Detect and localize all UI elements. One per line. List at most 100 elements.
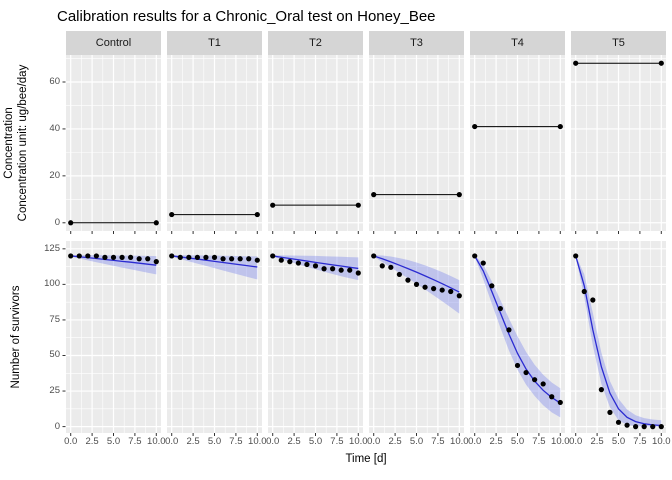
observed-point <box>573 253 579 259</box>
observed-point <box>405 277 411 283</box>
observed-point <box>396 271 402 278</box>
x-tick-label: 2.5 <box>186 436 200 447</box>
observed-point <box>472 253 478 259</box>
x-tick-label: 10.0 <box>147 436 166 447</box>
observed-point <box>128 254 134 260</box>
observed-point <box>347 267 353 273</box>
observed-point <box>338 267 344 273</box>
observed-point <box>186 254 192 260</box>
confidence-ribbon <box>171 255 258 280</box>
y-axis-title-concentration-unit: Concentration unit: ug/bee/day <box>17 64 29 222</box>
x-tick-label: 10.0 <box>248 436 267 447</box>
observed-point <box>624 422 630 428</box>
facet-strip-t3: T3 <box>369 31 464 55</box>
observed-point <box>489 283 495 289</box>
facet-strip-t1: T1 <box>167 31 262 55</box>
observed-point <box>523 369 529 376</box>
observed-point <box>246 256 252 262</box>
observed-point <box>270 253 276 259</box>
concentration-point <box>557 123 563 130</box>
x-tick-label: 0.0 <box>569 436 583 447</box>
observed-point <box>514 362 521 369</box>
y-tick-label-bottom: 50 <box>49 349 60 361</box>
x-tick-label: 7.5 <box>532 436 546 447</box>
observed-point <box>177 254 183 260</box>
x-tick-label: 7.5 <box>431 436 445 447</box>
x-tick-label: 0.0 <box>367 436 381 447</box>
observed-point <box>102 254 108 260</box>
facet-strip-control: Control <box>66 31 161 55</box>
observed-point <box>312 263 319 269</box>
plot-title: Calibration results for a Chronic_Oral t… <box>57 8 436 25</box>
concentration-point <box>169 211 175 218</box>
observed-point <box>448 288 454 295</box>
observed-point <box>633 424 639 430</box>
fit-line <box>171 255 258 268</box>
observed-point <box>650 424 656 430</box>
x-tick-label: 5.0 <box>308 436 323 447</box>
x-tick-label: 10.0 <box>349 436 368 447</box>
concentration-point <box>68 220 74 226</box>
observed-point <box>658 424 664 430</box>
y-tick-label-top: 0 <box>54 216 60 228</box>
x-tick-label: 5.0 <box>611 436 626 447</box>
observed-point <box>110 254 117 260</box>
x-tick-label: 5.0 <box>409 436 424 447</box>
x-tick-label: 2.5 <box>489 436 503 447</box>
fit-line <box>474 255 561 404</box>
facet-strip-t2: T2 <box>268 31 363 55</box>
observed-point <box>431 286 437 292</box>
observed-point <box>287 259 293 265</box>
observed-point <box>641 424 647 430</box>
concentration-point <box>573 60 579 66</box>
observed-point <box>581 288 587 295</box>
confidence-ribbon <box>70 255 157 275</box>
y-tick-label-bottom: 0 <box>54 420 60 432</box>
observed-point <box>532 377 538 383</box>
facet-strip-t5: T5 <box>571 31 666 55</box>
x-tick-label: 2.5 <box>287 436 301 447</box>
y-tick-label-bottom: 125 <box>44 242 60 254</box>
observed-point <box>194 254 200 260</box>
observed-point <box>145 256 151 262</box>
observed-point <box>68 253 74 259</box>
concentration-point <box>270 202 276 208</box>
observed-point <box>169 253 175 259</box>
x-tick-label: 7.5 <box>229 436 243 447</box>
y-tick-label-bottom: 25 <box>49 385 60 397</box>
x-tick-label: 7.5 <box>633 436 647 447</box>
observed-point <box>506 327 512 333</box>
observed-point <box>355 270 361 276</box>
observed-point <box>598 387 604 393</box>
observed-point <box>211 254 218 260</box>
observed-point <box>220 256 226 262</box>
x-tick-label: 2.5 <box>590 436 604 447</box>
observed-point <box>456 293 462 299</box>
x-tick-label: 10.0 <box>450 436 469 447</box>
concentration-point <box>371 192 377 198</box>
observed-point <box>136 256 142 262</box>
x-tick-label: 10.0 <box>551 436 570 447</box>
concentration-point <box>355 202 361 208</box>
fit-line <box>70 255 157 266</box>
y-tick-label-top: 20 <box>49 169 60 181</box>
confidence-ribbon <box>474 255 561 418</box>
observed-point <box>203 254 209 260</box>
observed-point <box>497 305 503 312</box>
concentration-point <box>472 123 478 130</box>
observed-point <box>607 409 613 415</box>
observed-point <box>76 253 82 259</box>
observed-point <box>254 257 260 263</box>
x-tick-label: 7.5 <box>128 436 142 447</box>
y-tick-label-top: 60 <box>49 75 60 87</box>
observed-point <box>85 253 91 259</box>
observed-point <box>229 256 235 262</box>
x-tick-label: 5.0 <box>510 436 525 447</box>
observed-point <box>615 419 622 425</box>
observed-point <box>93 253 99 259</box>
observed-point <box>278 257 284 263</box>
observed-point <box>422 284 428 290</box>
observed-point <box>557 399 563 406</box>
